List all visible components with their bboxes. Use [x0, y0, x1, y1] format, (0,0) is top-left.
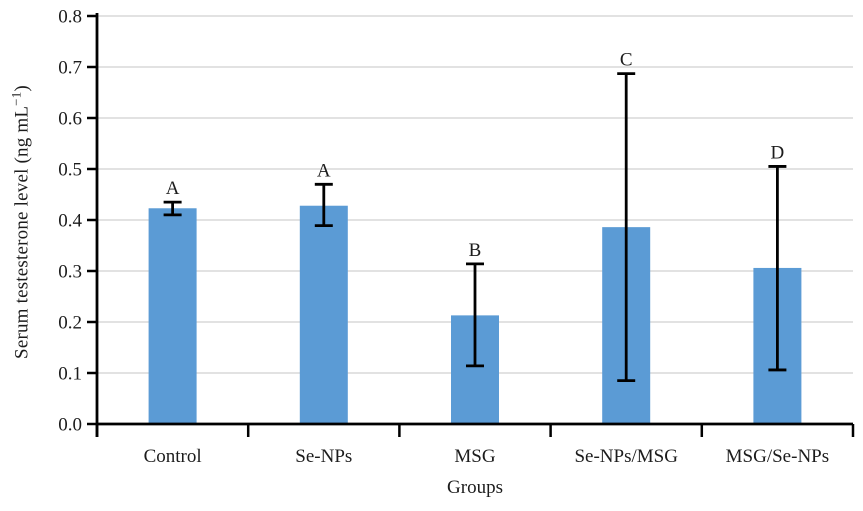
- significance-letter: A: [317, 160, 331, 181]
- bar-Se-NPs: [299, 205, 348, 424]
- y-tick-label: 0.8: [58, 7, 82, 28]
- y-tick-label: 0.1: [58, 364, 82, 385]
- y-axis-title-close: ): [11, 85, 33, 92]
- y-axis-title: Serum testesterone level (ng mL−1): [8, 85, 33, 359]
- y-tick-label: 0.4: [58, 211, 82, 232]
- y-tick-label: 0.2: [58, 313, 82, 334]
- significance-letter: A: [166, 178, 180, 199]
- y-tick-label: 0.6: [58, 109, 82, 130]
- x-tick-label-Se-NPs/MSG: Se-NPs/MSG: [574, 446, 678, 467]
- x-tick-label-Se-NPs: Se-NPs: [295, 446, 352, 467]
- y-tick-label: 0.5: [58, 160, 82, 181]
- significance-letter: D: [771, 142, 785, 163]
- y-axis-title-text: Serum testesterone level (ng mL: [11, 105, 33, 359]
- y-axis-title-superscript: −1: [8, 91, 24, 106]
- significance-letter: C: [620, 50, 633, 71]
- y-tick-label: 0.3: [58, 262, 82, 283]
- y-tick-label: 0.0: [58, 415, 82, 436]
- x-tick-label-Control: Control: [144, 446, 202, 467]
- x-axis-title: Groups: [447, 477, 503, 498]
- y-tick-label: 0.7: [58, 58, 82, 79]
- x-tick-label-MSG/Se-NPs: MSG/Se-NPs: [726, 446, 829, 467]
- x-tick-label-MSG: MSG: [454, 446, 495, 467]
- bar-Control: [148, 208, 197, 424]
- significance-letter: B: [469, 240, 482, 261]
